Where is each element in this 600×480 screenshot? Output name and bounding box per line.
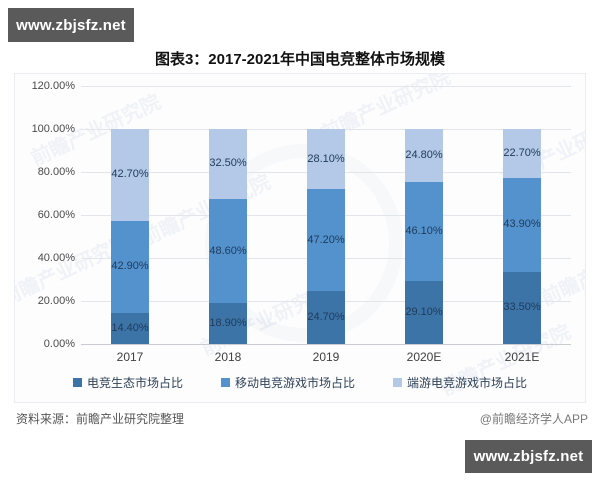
x-category-label: 2021E	[504, 350, 540, 364]
bar-segment: 29.10%	[405, 281, 443, 344]
bar-column: 24.70% 47.20% 28.10%	[277, 86, 375, 344]
bar-segment: 48.60%	[209, 198, 247, 304]
x-category-label: 2017	[116, 350, 144, 364]
bar-segment: 22.70%	[503, 128, 541, 178]
bar-segment: 47.20%	[307, 189, 345, 291]
site-watermark-bottom-text: www.zbjsfz.net	[473, 448, 584, 465]
legend-swatch	[220, 378, 230, 387]
bar-value-label: 42.90%	[111, 260, 149, 273]
y-tick-label: 100.00%	[31, 123, 75, 135]
bar-column: 14.40% 42.90% 42.70%	[81, 86, 179, 344]
bar-value-label: 24.80%	[405, 149, 443, 162]
bar-value-label: 29.10%	[405, 306, 443, 319]
bar-stack: 14.40% 42.90% 42.70%	[111, 129, 149, 344]
bar-column: 29.10% 46.10% 24.80%	[375, 86, 473, 344]
bar-column: 18.90% 48.60% 32.50%	[179, 86, 277, 344]
bar-value-label: 14.40%	[111, 322, 149, 335]
bar-value-label: 42.70%	[111, 168, 149, 181]
bar-value-label: 47.20%	[307, 233, 345, 246]
bar-segment: 46.10%	[405, 182, 443, 282]
y-tick-label: 0.00%	[43, 338, 75, 350]
bar-segment: 32.50%	[209, 129, 247, 199]
bar-segment: 28.10%	[307, 129, 345, 190]
bar-segment: 24.80%	[405, 129, 443, 183]
grid-line	[81, 86, 571, 87]
bar-segment: 33.50%	[503, 271, 541, 344]
bar-value-label: 48.60%	[209, 244, 247, 257]
y-tick-label: 60.00%	[37, 209, 75, 221]
bar-stack: 18.90% 48.60% 32.50%	[209, 129, 247, 344]
bar-value-label: 32.50%	[209, 157, 247, 170]
legend-label: 电竞生态市场占比	[86, 376, 183, 390]
bar-segment: 43.90%	[503, 177, 541, 272]
source-note: 资料来源：前瞻产业研究院整理	[16, 412, 185, 426]
legend-label: 移动电竞游戏市场占比	[234, 376, 355, 390]
legend-swatch	[393, 378, 402, 387]
x-category-label: 2018	[214, 350, 242, 364]
bar-value-label: 28.10%	[307, 152, 345, 165]
credit-note: @前瞻经济学人APP	[479, 412, 588, 426]
bar-segment: 18.90%	[209, 303, 247, 344]
bar-column: 33.50% 43.90% 22.70%	[473, 86, 571, 344]
x-category-label: 2020E	[406, 350, 442, 364]
bar-value-label: 22.70%	[503, 146, 541, 159]
site-watermark-top-text: www.zbjsfz.net	[16, 16, 126, 34]
x-category-label: 2019	[312, 350, 340, 364]
bar-stack: 29.10% 46.10% 24.80%	[405, 129, 443, 344]
y-tick-label: 20.00%	[37, 295, 75, 307]
x-axis-labels: 2017 2018 2019 2020E 2021E	[81, 350, 571, 370]
bars-container: 14.40% 42.90% 42.70% 18.90% 48.60% 32.50% 24.7…	[81, 86, 571, 344]
legend-item: 电竞生态市场占比	[72, 374, 183, 391]
bar-value-label: 33.50%	[503, 301, 541, 314]
legend-item: 端游电竞游戏市场占比	[393, 374, 527, 391]
bar-segment: 42.90%	[111, 220, 149, 314]
bar-value-label: 18.90%	[209, 317, 247, 330]
bar-segment: 42.70%	[111, 129, 149, 221]
bar-stack: 33.50% 43.90% 22.70%	[503, 128, 541, 344]
source-row: 资料来源：前瞻产业研究院整理 @前瞻经济学人APP	[16, 410, 588, 427]
site-watermark-top: www.zbjsfz.net	[8, 8, 134, 42]
legend-swatch	[72, 378, 82, 387]
bar-value-label: 43.90%	[503, 218, 541, 231]
bar-segment: 14.40%	[111, 313, 149, 344]
legend-label: 端游电竞游戏市场占比	[407, 376, 528, 390]
bar-value-label: 46.10%	[405, 225, 443, 238]
chart-panel: 前瞻产业研究院 前瞻产业研究院 前瞻产业研究院 前瞻产业研究院 前瞻产业研究院 前瞻产业研…	[14, 73, 586, 403]
chart-title: 图表3：2017-2021年中国电竞整体市场规模	[154, 51, 446, 68]
legend-item: 移动电竞游戏市场占比	[220, 374, 355, 391]
grid-line	[81, 344, 571, 345]
site-watermark-bottom: www.zbjsfz.net	[465, 440, 592, 473]
y-tick-label: 120.00%	[31, 80, 75, 92]
bar-value-label: 24.70%	[307, 310, 345, 323]
y-tick-label: 80.00%	[37, 166, 75, 178]
bar-segment: 24.70%	[307, 290, 345, 344]
chart-legend: 电竞生态市场占比 移动电竞游戏市场占比 端游电竞游戏市场占比	[15, 374, 585, 391]
y-tick-label: 40.00%	[37, 252, 75, 264]
bar-stack: 24.70% 47.20% 28.10%	[307, 129, 345, 344]
